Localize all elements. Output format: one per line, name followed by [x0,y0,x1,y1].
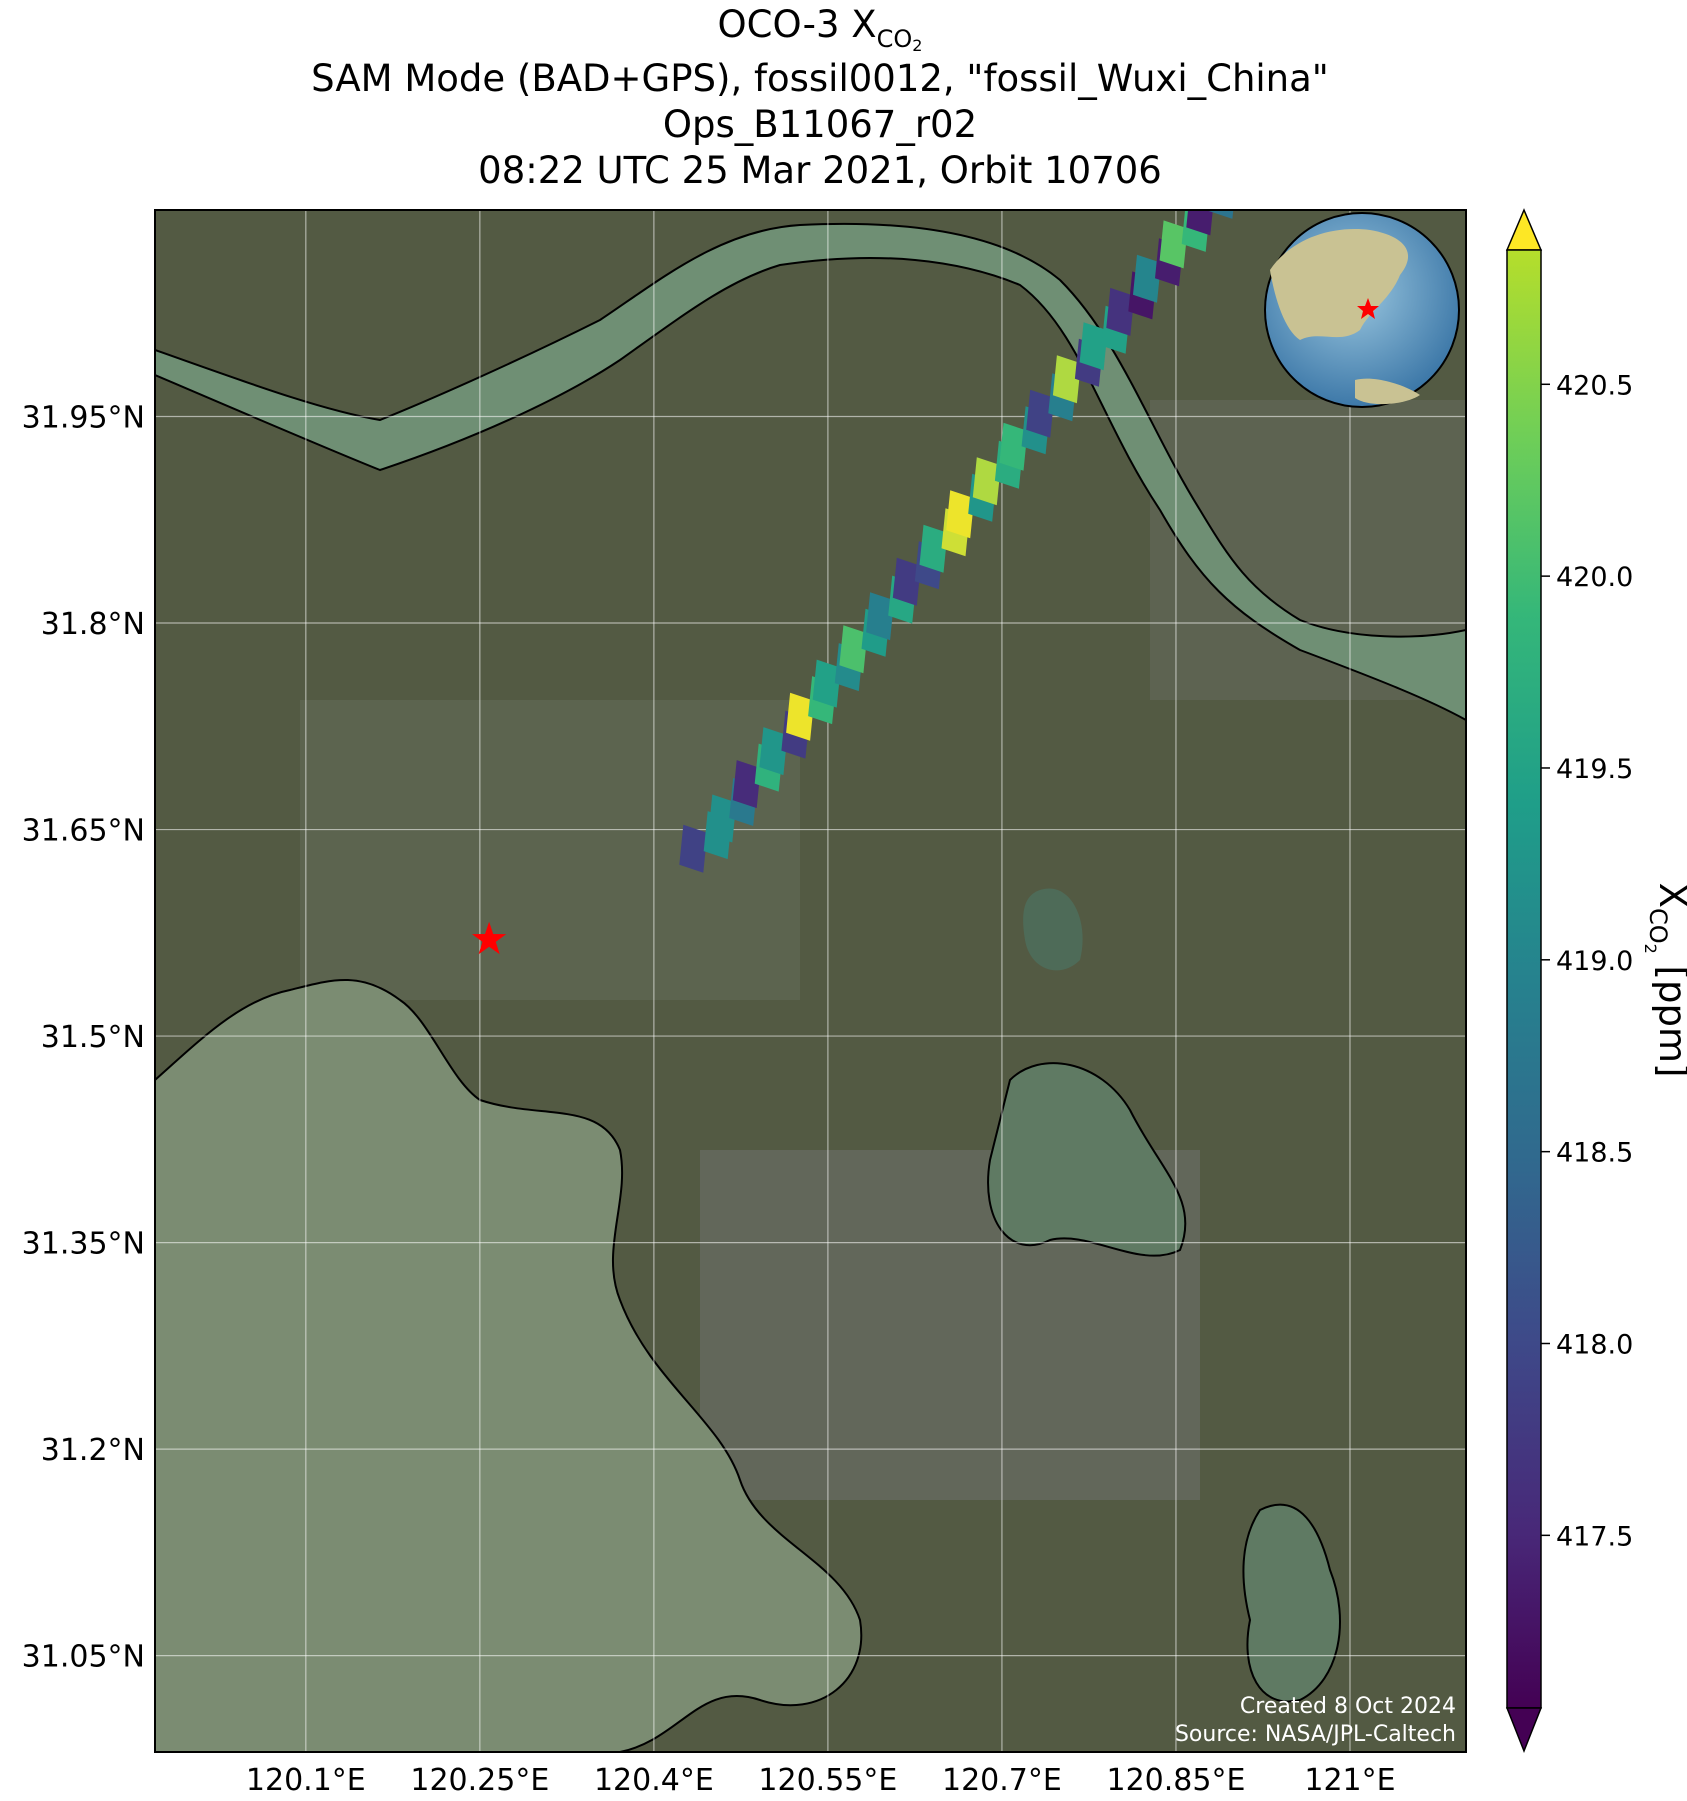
xco2-sounding [1266,86,1294,134]
xco2-soundings [679,0,1397,873]
xco2-sounding [1240,120,1268,168]
globe-target-icon [1357,298,1379,319]
colorbar-tick-label: 419.5 [1556,754,1633,785]
credit-created: Created 8 Oct 2024 [1240,1694,1456,1719]
lat-tick-label: 31.95°N [22,401,145,436]
title-line-3: Ops_B11067_r02 [662,103,978,146]
colorbar-extend-min [1505,1707,1543,1754]
colorbar-extend-max [1505,208,1543,251]
xco2-sounding [812,659,841,708]
globe-landmass [1355,378,1420,405]
credit-source: Source: NASA/JPL-Caltech [1175,1722,1456,1747]
lon-tick-label: 120.85°E [1106,1763,1245,1798]
colorbar-label: XCO2 [ppm] [1641,883,1687,1078]
target-star-icon [472,921,507,955]
xco2-sounding [919,524,948,573]
xco2-sounding [786,692,815,741]
title-subscript: CO [876,25,913,53]
lat-tick-label: 31.8°N [41,607,145,642]
colorbar-tick-label: 417.5 [1556,1521,1633,1552]
xco2-sounding [1262,103,1290,151]
colorbar-tick-label: 420.0 [1556,562,1633,593]
xco2-sounding [1106,287,1135,336]
xco2-sounding [972,457,1001,506]
globe-inset [1264,212,1460,408]
xco2-sounding [1208,210,1234,219]
xco2-sounding [1342,2,1370,50]
xco2-sounding [1079,322,1108,371]
map-border [154,209,1467,1753]
xco2-sounding [1159,220,1188,269]
lon-tick-label: 120.25°E [410,1763,549,1798]
colorbar-tick-label: 419.0 [1556,946,1633,977]
colorbar-tick-label: 418.0 [1556,1330,1633,1361]
map-area [155,210,1466,1752]
colorbar-ticks: 417.5 418.0 418.5 419.0 419.5 420.0 420.5 [1541,370,1633,1552]
lake [987,1062,1187,1257]
xco2-sounding [1052,355,1081,404]
lake [1023,888,1083,971]
xco2-sounding [892,557,921,606]
title-line-2: SAM Mode (BAD+GPS), fossil0012, "fossil_… [311,57,1329,100]
xco2-sounding [1293,53,1321,101]
xco2-sounding [946,490,975,539]
lake [1242,1503,1341,1703]
title-prefix: OCO-3 X [717,3,877,46]
xco2-sounding [1346,0,1374,33]
yangtze-river [155,222,1466,722]
lon-tick-label: 121°E [1304,1763,1395,1798]
xco2-sounding [679,824,708,873]
taihu-lake [155,979,863,1752]
lon-tick-label: 120.4°E [594,1763,714,1798]
lon-tick-label: 120.1°E [246,1763,366,1798]
colorbar-gradient [1506,249,1542,1709]
longitude-ticks: 120.1°E 120.25°E 120.4°E 120.55°E 120.7°E 120… [246,1763,1396,1798]
lat-tick-label: 31.65°N [22,814,145,849]
latitude-ticks: 31.05°N 31.2°N 31.35°N 31.5°N 31.65°N 31.8°N 3… [22,401,145,1675]
title-line-1: OCO-3 XCO2 [0,2,1640,55]
lon-tick-label: 120.55°E [758,1763,897,1798]
lat-tick-label: 31.5°N [41,1020,145,1055]
globe-landmass [1270,229,1409,340]
xco2-sounding [999,422,1028,471]
xco2-sounding [1369,0,1397,17]
xco2-sounding [732,760,761,809]
colorbar: 417.5 418.0 418.5 419.0 419.5 420.0 420.5 XCO2… [1505,208,1687,1754]
lat-tick-label: 31.35°N [22,1227,145,1262]
colorbar-tick-label: 418.5 [1556,1138,1633,1169]
xco2-sounding [1288,69,1316,117]
xco2-sounding [1320,18,1348,66]
xco2-sounding [1235,136,1263,184]
xco2-sounding [1026,389,1055,438]
xco2-sounding [1213,153,1241,201]
lon-tick-label: 120.7°E [942,1763,1062,1798]
colorbar-tick-label: 420.5 [1556,370,1633,401]
title-line-4: 08:22 UTC 25 Mar 2021, Orbit 10706 [478,149,1162,192]
xco2-sounding [1186,210,1213,236]
xco2-sounding [1315,36,1343,84]
xco2-sounding [759,727,788,776]
title-subsubscript: 2 [912,36,923,55]
xco2-sounding [866,592,895,641]
lat-tick-label: 31.2°N [41,1433,145,1468]
xco2-sounding [1133,254,1161,303]
xco2-sounding [708,794,737,843]
lat-tick-label: 31.05°N [22,1640,145,1675]
xco2-sounding [839,625,868,674]
